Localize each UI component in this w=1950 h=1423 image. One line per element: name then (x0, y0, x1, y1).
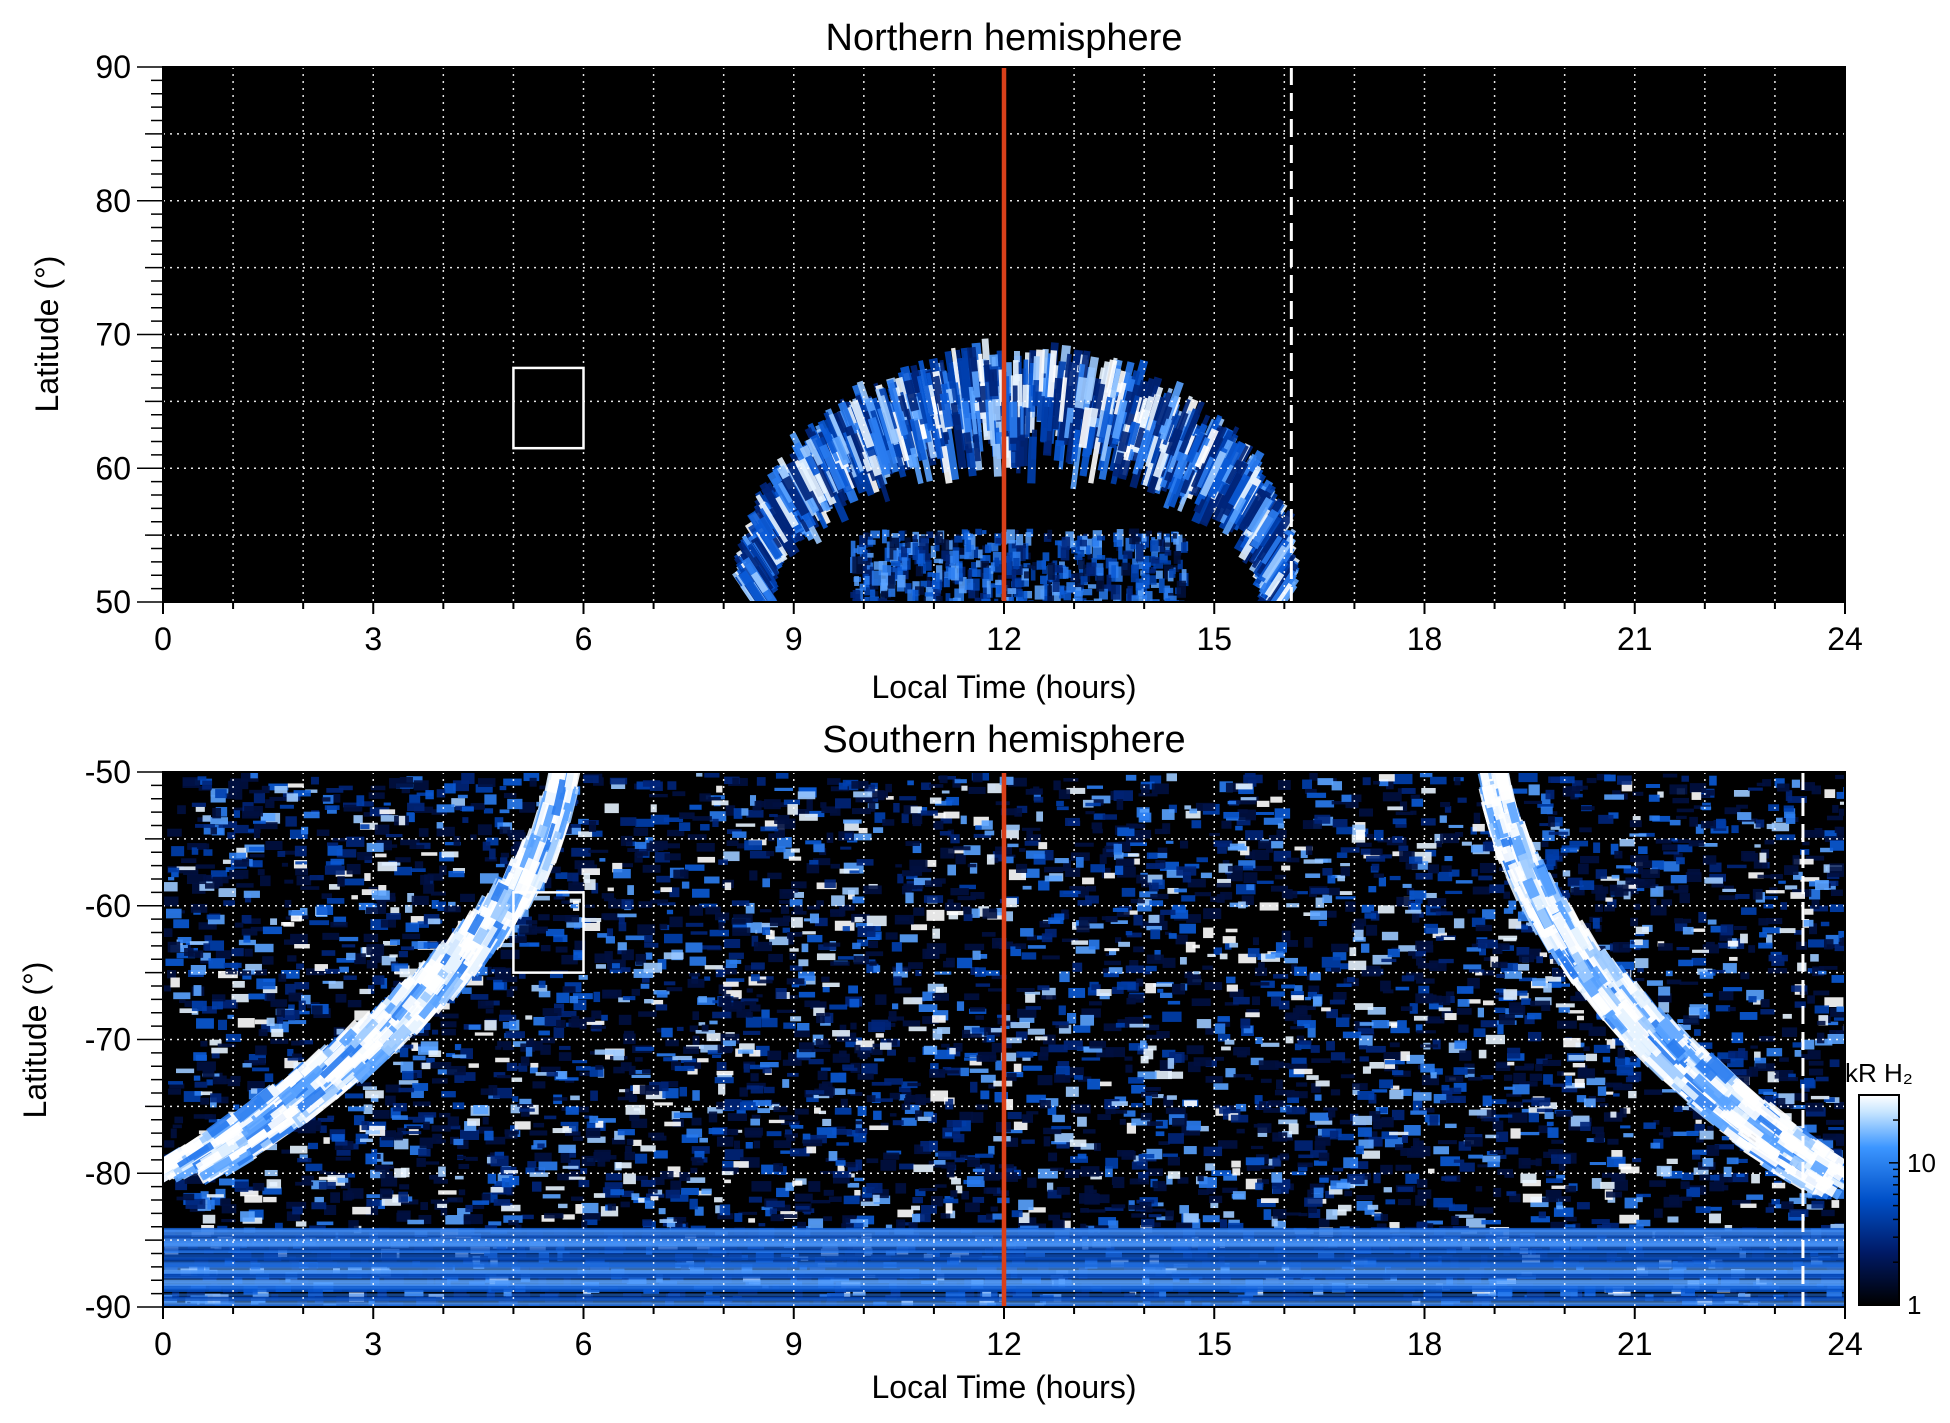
north-axes: 0 3 6 9 12 15 18 21 24 50 60 70 80 90 (95, 49, 1862, 657)
south-x-tick-label: 21 (1617, 1326, 1653, 1362)
north-y-label: Latitude (°) (29, 256, 65, 413)
north-title: Northern hemisphere (826, 17, 1183, 59)
south-y-tick-label: -50 (85, 754, 131, 790)
south-box (512, 891, 585, 974)
south-x-tick-label: 0 (154, 1326, 172, 1362)
colorbar-tick-label: 10 (1907, 1148, 1936, 1178)
north-y-tick-label: 60 (95, 450, 131, 486)
north-y-tick-label: 70 (95, 317, 131, 353)
colorbar-tick-label: 1 (1907, 1290, 1921, 1320)
north-x-tick-label: 6 (575, 621, 593, 657)
north-y-tick-label: 90 (95, 49, 131, 85)
north-x-tick-label: 3 (364, 621, 382, 657)
south-x-label: Local Time (hours) (872, 1369, 1137, 1405)
north-x-tick-label: 12 (986, 621, 1022, 657)
southern-panel: Southern hemisphere 0 3 6 9 12 15 18 21 24 -90 -80… (17, 719, 1936, 1405)
northern-panel: Northern hemisphere 0 3 6 9 12 15 18 21 24 50 60 70… (29, 17, 1863, 705)
north-x-tick-label: 15 (1196, 621, 1232, 657)
north-box (512, 366, 585, 450)
south-title: Southern hemisphere (822, 719, 1185, 761)
colorbar: kR H₂ 1 10 (1845, 1058, 1936, 1320)
south-y-tick-label: -70 (85, 1022, 131, 1058)
colorbar-ticks: 1 10 (1889, 1094, 1936, 1320)
north-x-tick-label: 0 (154, 621, 172, 657)
south-x-tick-label: 18 (1407, 1326, 1443, 1362)
north-x-tick-label: 24 (1827, 621, 1863, 657)
south-y-tick-label: -60 (85, 888, 131, 924)
colorbar-label: kR H₂ (1845, 1058, 1913, 1088)
south-x-tick-label: 15 (1196, 1326, 1232, 1362)
colorbar-gradient (1858, 1094, 1900, 1306)
north-emission-map (732, 338, 1300, 602)
north-x-tick-label: 18 (1407, 621, 1443, 657)
north-y-tick-label: 50 (95, 584, 131, 620)
south-y-tick-label: -80 (85, 1155, 131, 1191)
south-x-tick-label: 6 (575, 1326, 593, 1362)
south-x-tick-label: 24 (1827, 1326, 1863, 1362)
north-x-tick-label: 9 (785, 621, 803, 657)
north-x-tick-label: 21 (1617, 621, 1653, 657)
south-y-tick-label: -90 (85, 1289, 131, 1325)
north-y-tick-label: 80 (95, 183, 131, 219)
south-y-label: Latitude (°) (17, 962, 53, 1119)
north-x-label: Local Time (hours) (872, 669, 1137, 705)
south-axes: 0 3 6 9 12 15 18 21 24 -90 -80 -70 -60 -50 (85, 754, 1863, 1362)
south-x-tick-label: 9 (785, 1326, 803, 1362)
south-x-tick-label: 3 (364, 1326, 382, 1362)
south-x-tick-label: 12 (986, 1326, 1022, 1362)
